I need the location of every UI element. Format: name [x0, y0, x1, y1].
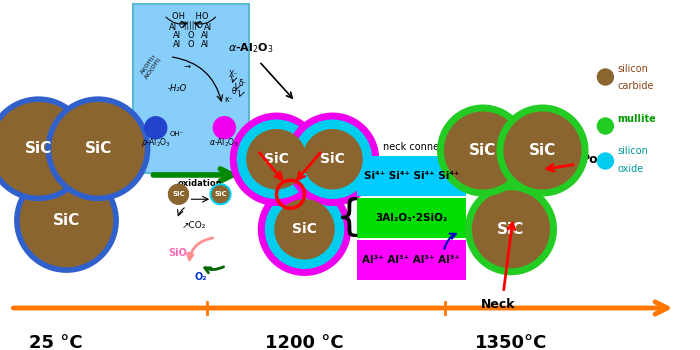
Text: -H₂O: -H₂O [167, 84, 186, 93]
Text: SiC: SiC [264, 152, 289, 166]
Text: O₂: O₂ [195, 272, 207, 282]
Circle shape [597, 69, 613, 85]
Text: silicon: silicon [617, 146, 648, 156]
Circle shape [597, 118, 613, 134]
Text: $\rho$-Al$_2$O$_3$: $\rho$-Al$_2$O$_3$ [6, 108, 48, 122]
Circle shape [261, 186, 348, 272]
Text: Al: Al [173, 32, 181, 41]
Text: X⁻: X⁻ [230, 70, 239, 79]
Text: O|||||O: O|||||O [178, 21, 203, 30]
Circle shape [597, 153, 613, 169]
Text: SiO₂: SiO₂ [169, 247, 192, 258]
Circle shape [211, 184, 230, 204]
Circle shape [440, 108, 526, 193]
Text: $\rho$-Al$_2$O$_3$: $\rho$-Al$_2$O$_3$ [141, 136, 171, 149]
Text: SiC: SiC [498, 222, 524, 237]
Text: →: → [183, 61, 190, 70]
Text: O: O [188, 40, 194, 49]
Text: δ⁻: δ⁻ [238, 79, 247, 88]
Text: $\alpha$-Al$_2$O$_3$: $\alpha$-Al$_2$O$_3$ [387, 207, 435, 223]
FancyBboxPatch shape [357, 240, 466, 280]
Text: neck connection: neck connection [384, 142, 463, 153]
Circle shape [17, 171, 116, 270]
Text: θ⁻: θ⁻ [231, 87, 240, 96]
Text: Al: Al [204, 23, 212, 32]
Text: $\alpha$-Al$_2$O$_3$: $\alpha$-Al$_2$O$_3$ [209, 136, 239, 149]
Text: κ⁻: κ⁻ [224, 94, 233, 104]
Text: Al: Al [173, 40, 181, 49]
Circle shape [274, 199, 335, 259]
Text: carbide: carbide [617, 81, 654, 91]
FancyBboxPatch shape [357, 198, 466, 238]
Text: Al: Al [169, 23, 177, 32]
Circle shape [302, 129, 363, 189]
Text: SiC: SiC [25, 141, 52, 156]
Text: 25 °C: 25 °C [29, 334, 83, 350]
Circle shape [169, 184, 188, 204]
Circle shape [500, 108, 585, 193]
Text: OH⁻: OH⁻ [169, 131, 184, 137]
Text: oxidation: oxidation [177, 179, 222, 188]
Text: Al: Al [201, 32, 209, 41]
Text: $\alpha$-Al$_2$O$_3$: $\alpha$-Al$_2$O$_3$ [228, 41, 274, 55]
Text: Al³⁺ Al³⁺ Al³⁺ Al³⁺: Al³⁺ Al³⁺ Al³⁺ Al³⁺ [363, 255, 460, 265]
Text: O: O [188, 31, 194, 40]
Text: SiC: SiC [214, 191, 227, 197]
Text: oxide: oxide [617, 163, 644, 174]
Circle shape [246, 129, 307, 189]
Text: silicon: silicon [617, 64, 648, 74]
Text: 1200 °C: 1200 °C [265, 334, 344, 350]
FancyBboxPatch shape [133, 4, 248, 173]
Text: Si⁴⁺ Si⁴⁺ Si⁴⁺ Si⁴⁺: Si⁴⁺ Si⁴⁺ Si⁴⁺ Si⁴⁺ [363, 171, 459, 181]
Text: Al: Al [201, 40, 209, 49]
Text: SiC: SiC [85, 141, 111, 156]
Text: SiC: SiC [172, 191, 185, 197]
Circle shape [468, 187, 554, 272]
Text: SiC: SiC [53, 213, 80, 228]
Text: SiC: SiC [292, 222, 317, 236]
Text: ↗CO₂: ↗CO₂ [182, 220, 206, 230]
Text: 3Al₂O₃·2SiO₂: 3Al₂O₃·2SiO₂ [375, 213, 447, 223]
Text: Pore: Pore [581, 153, 613, 166]
Circle shape [214, 117, 235, 139]
Text: OH    HO: OH HO [172, 12, 209, 21]
Circle shape [0, 99, 88, 198]
Text: Neck: Neck [481, 298, 516, 311]
Text: Al(OH)₃
AlO(OH): Al(OH)₃ AlO(OH) [139, 52, 162, 80]
Text: SiC: SiC [470, 143, 496, 158]
Circle shape [48, 99, 148, 198]
Circle shape [145, 117, 167, 139]
Circle shape [233, 116, 320, 202]
Text: mullite: mullite [617, 114, 656, 125]
Text: {: { [336, 197, 363, 239]
Text: 1350°C: 1350°C [475, 334, 547, 350]
Text: SiC: SiC [529, 143, 556, 158]
FancyBboxPatch shape [357, 156, 466, 196]
Text: SiC: SiC [320, 152, 345, 166]
Circle shape [289, 116, 376, 202]
